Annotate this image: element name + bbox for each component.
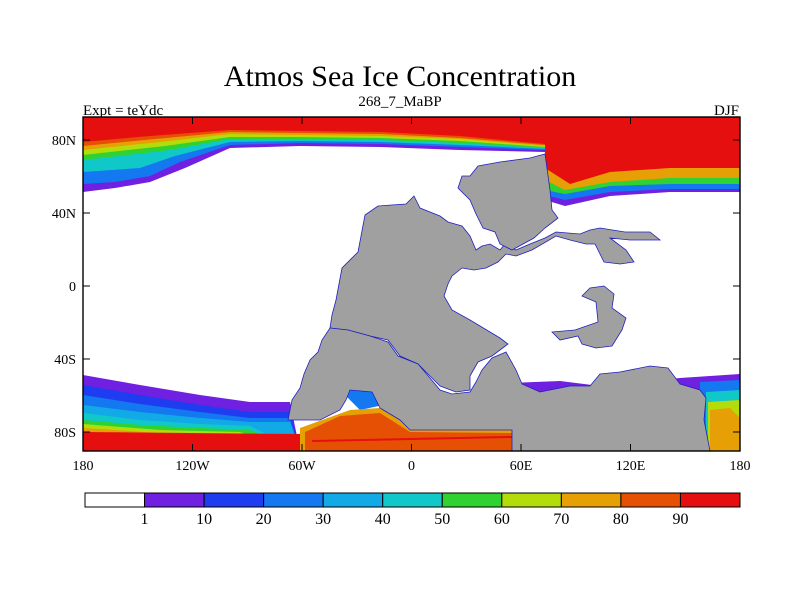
y-tick-label: 80S <box>54 426 76 441</box>
colorbar-swatch <box>441 492 503 508</box>
colorbar-label: 30 <box>315 511 331 528</box>
map-title: Atmos Sea Ice Concentration <box>223 60 577 93</box>
y-axis <box>83 139 740 433</box>
colorbar-label: 70 <box>553 511 569 528</box>
indian-island <box>551 285 627 349</box>
colorbar-label: 80 <box>613 511 629 528</box>
x-tick-label: 60W <box>288 459 316 474</box>
colorbar-label: 20 <box>256 511 272 528</box>
colorbar-swatch <box>322 492 384 508</box>
colorbar-swatch <box>203 492 265 508</box>
colorbar-label: 50 <box>434 511 450 528</box>
embayment-sea-ice <box>300 388 512 451</box>
colorbar-swatch <box>84 492 146 508</box>
colorbar-swatch <box>560 492 622 508</box>
colorbar-swatch <box>382 492 443 508</box>
colorbar-label: 60 <box>494 511 510 528</box>
colorbar-swatch <box>144 492 205 508</box>
x-tick-label: 0 <box>408 459 415 474</box>
colorbar-swatch <box>679 492 741 508</box>
southern-continent <box>287 327 711 451</box>
landmasses <box>287 153 711 451</box>
colorbar: 1 10 20 30 40 50 60 70 80 90 <box>84 492 741 528</box>
colorbar-label: 40 <box>375 511 391 528</box>
x-tick-label: 180 <box>730 459 751 474</box>
y-tick-label: 80N <box>52 134 76 149</box>
colorbar-swatch <box>263 492 324 508</box>
x-tick-label: 60E <box>510 459 533 474</box>
y-tick-label: 0 <box>69 280 76 295</box>
colorbar-swatch <box>501 492 562 508</box>
colorbar-swatch <box>620 492 681 508</box>
northern-sea-ice-west <box>83 117 545 192</box>
northern-sea-ice-east <box>545 117 740 206</box>
x-tick-label: 180 <box>73 459 94 474</box>
x-tick-label: 120W <box>175 459 210 474</box>
asia-block <box>457 153 559 251</box>
y-tick-label: 40N <box>52 207 76 222</box>
y-tick-label: 40S <box>54 353 76 368</box>
map-subtitle: 268_7_MaBP <box>358 94 442 110</box>
colorbar-label: 90 <box>672 511 688 528</box>
x-axis <box>82 117 741 451</box>
x-tick-label: 120E <box>616 459 646 474</box>
map-plot-area <box>83 117 740 451</box>
experiment-label: Expt = teYdc <box>83 103 164 119</box>
season-label: DJF <box>713 103 739 119</box>
colorbar-label: 10 <box>196 511 212 528</box>
southern-sea-ice-west <box>83 375 300 451</box>
colorbar-label: 1 <box>141 511 149 528</box>
northern-continent <box>329 195 662 393</box>
